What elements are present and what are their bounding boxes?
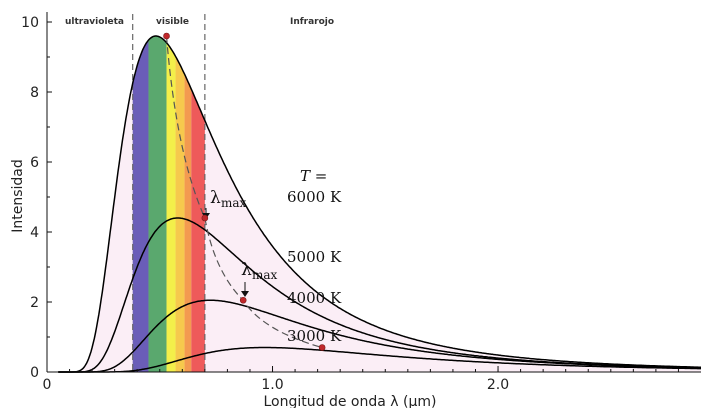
lambda-symbol: λ — [241, 260, 252, 280]
series-label-4000: 4000 K — [287, 289, 342, 307]
spectrum-band-3 — [175, 36, 185, 372]
region-label-ir: Infrarojo — [290, 17, 334, 27]
wien-locus — [165, 35, 323, 349]
y-tick-label-3: 6 — [30, 155, 39, 171]
spectrum-band-4 — [184, 36, 192, 372]
intensity-curves — [58, 35, 701, 373]
x-tick-label-1: 1.0 — [261, 377, 283, 393]
lambda-max-label-4000: λ max — [241, 260, 278, 282]
lambda-max-label-5000: λ max — [210, 188, 247, 210]
y-tick-label-1: 2 — [30, 295, 39, 311]
region-labels: ultravioleta visible Infrarojo — [65, 17, 334, 27]
area-fill — [58, 36, 701, 372]
peak-point-6000 — [163, 32, 170, 40]
peak-point-3000 — [318, 344, 326, 351]
axes: 0 2 4 6 8 10 0 1.0 2.0 — [21, 12, 701, 393]
peak-point-5000 — [201, 214, 209, 222]
x-axis-label: Longitud de onda λ (μm) — [264, 394, 437, 408]
lambda-symbol: λ — [210, 188, 221, 208]
arrow-head-4000 — [241, 291, 249, 297]
y-tick-label-5: 10 — [21, 15, 39, 31]
series-line-4000 — [58, 299, 701, 373]
y-tick-label-0: 0 — [30, 365, 39, 381]
y-axis-label: Intensidad — [10, 159, 26, 233]
wien-locus-line — [165, 35, 323, 349]
series-label-3000: 3000 K — [287, 327, 342, 345]
visible-spectrum-bands — [132, 36, 205, 372]
spectrum-band-1 — [148, 36, 167, 372]
peak-point-4000 — [239, 296, 247, 304]
temperature-label: T = — [300, 167, 327, 185]
y-tick-label-2: 4 — [30, 225, 39, 241]
region-label-visible: visible — [156, 17, 189, 27]
x-tick-label-0: 0 — [43, 377, 52, 393]
y-tick-label-4: 8 — [30, 85, 39, 101]
series-line-6000 — [58, 35, 701, 373]
series-line-3000 — [58, 346, 701, 373]
region-label-uv: ultravioleta — [65, 17, 124, 27]
peak-markers — [163, 32, 326, 351]
spectrum-band-0 — [132, 36, 149, 372]
series-label-5000: 5000 K — [287, 248, 342, 266]
under-curve-fill — [58, 36, 701, 372]
lambda-subscript: max — [252, 268, 278, 282]
series-label-6000: 6000 K — [287, 188, 342, 206]
x-tick-label-2: 2.0 — [487, 377, 509, 393]
lambda-subscript: max — [221, 196, 247, 210]
spectrum-band-2 — [166, 36, 176, 372]
spectrum-band-5 — [191, 36, 205, 372]
